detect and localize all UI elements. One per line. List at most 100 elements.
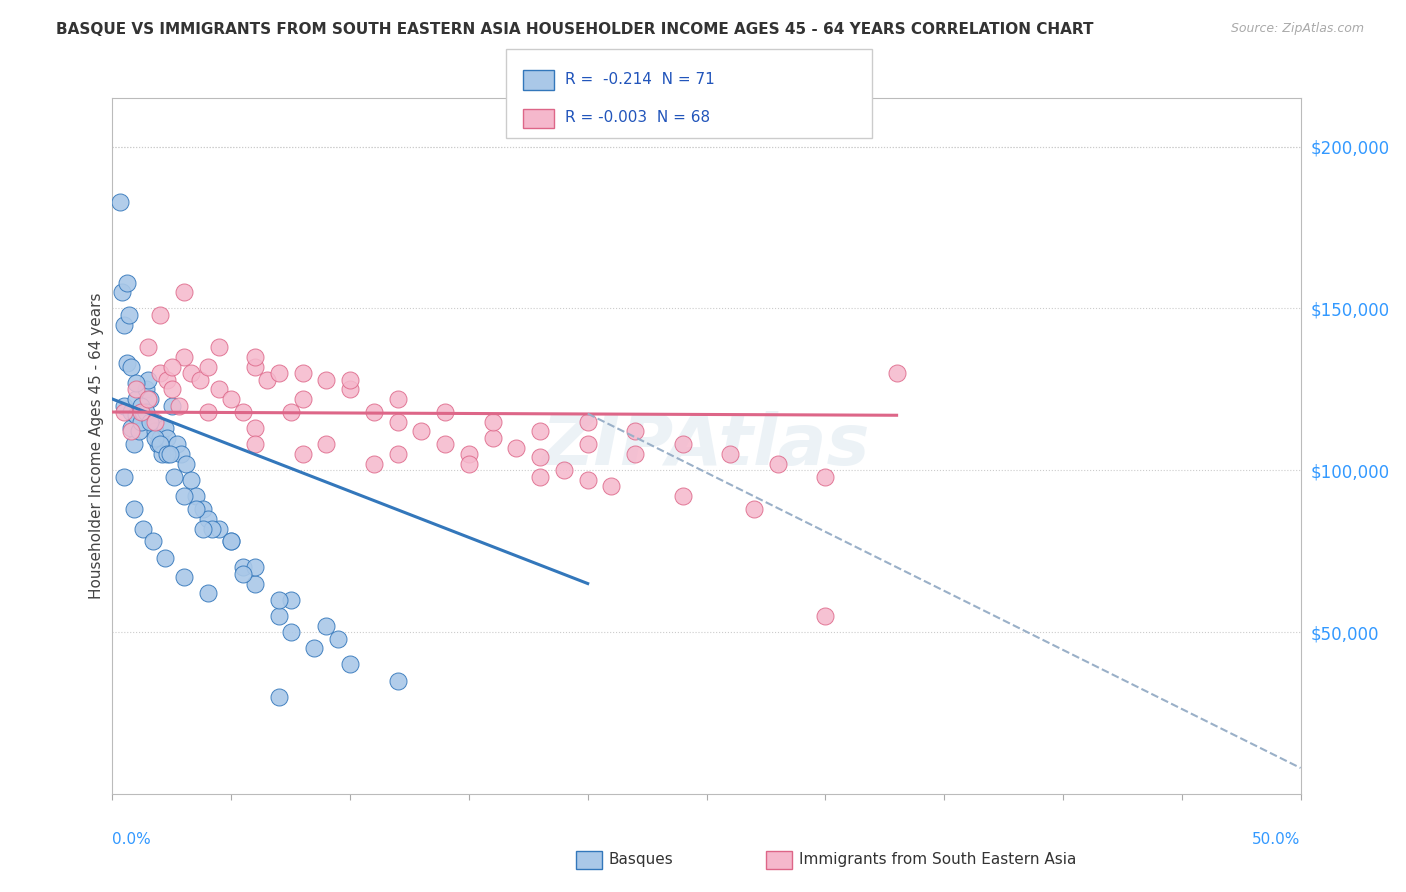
- Point: [129, 399, 152, 413]
- Point: [387, 447, 409, 461]
- Point: [149, 437, 172, 451]
- Point: [219, 534, 242, 549]
- Point: [160, 359, 183, 374]
- Point: [159, 447, 181, 461]
- Point: [149, 431, 172, 445]
- Point: [315, 618, 337, 632]
- Point: [190, 373, 212, 387]
- Point: [434, 437, 457, 451]
- Point: [363, 457, 385, 471]
- Point: [208, 340, 231, 354]
- Point: [208, 383, 231, 397]
- Point: [339, 383, 361, 397]
- Point: [170, 447, 193, 461]
- Point: [232, 405, 254, 419]
- Point: [132, 522, 155, 536]
- Point: [718, 447, 741, 461]
- Point: [624, 425, 647, 439]
- Point: [232, 560, 254, 574]
- Point: [267, 366, 290, 380]
- Point: [122, 502, 145, 516]
- Point: [458, 457, 481, 471]
- Text: ZIPAtlas: ZIPAtlas: [543, 411, 870, 481]
- Text: 50.0%: 50.0%: [1253, 832, 1301, 847]
- Text: R =  -0.214  N = 71: R = -0.214 N = 71: [565, 72, 716, 87]
- Point: [387, 415, 409, 429]
- Point: [136, 340, 159, 354]
- Point: [129, 405, 152, 419]
- Point: [167, 399, 190, 413]
- Point: [150, 447, 173, 461]
- Point: [112, 318, 135, 332]
- Point: [315, 373, 337, 387]
- Point: [125, 409, 148, 423]
- Point: [115, 276, 138, 290]
- Point: [529, 425, 551, 439]
- Point: [886, 366, 908, 380]
- Point: [280, 625, 302, 640]
- Point: [129, 415, 152, 429]
- Point: [256, 373, 278, 387]
- Point: [232, 566, 254, 581]
- Point: [118, 308, 141, 322]
- Y-axis label: Householder Income Ages 45 - 64 years: Householder Income Ages 45 - 64 years: [89, 293, 104, 599]
- Point: [243, 359, 266, 374]
- Point: [153, 421, 176, 435]
- Point: [149, 366, 172, 380]
- Point: [411, 425, 433, 439]
- Point: [553, 463, 575, 477]
- Point: [197, 405, 219, 419]
- Point: [112, 405, 135, 419]
- Point: [139, 392, 162, 406]
- Point: [156, 431, 179, 445]
- Point: [742, 502, 765, 516]
- Point: [339, 657, 361, 672]
- Point: [139, 415, 162, 429]
- Point: [173, 285, 195, 300]
- Point: [304, 641, 326, 656]
- Point: [125, 392, 148, 406]
- Point: [197, 512, 219, 526]
- Point: [156, 373, 179, 387]
- Point: [267, 608, 290, 623]
- Point: [125, 376, 148, 390]
- Point: [191, 502, 214, 516]
- Point: [434, 405, 457, 419]
- Point: [143, 415, 166, 429]
- Point: [291, 366, 314, 380]
- Point: [180, 366, 202, 380]
- Point: [576, 437, 599, 451]
- Point: [280, 405, 302, 419]
- Point: [219, 534, 242, 549]
- Point: [243, 437, 266, 451]
- Point: [339, 373, 361, 387]
- Point: [814, 608, 837, 623]
- Point: [173, 570, 195, 584]
- Point: [143, 425, 166, 439]
- Point: [458, 447, 481, 461]
- Point: [128, 425, 150, 439]
- Point: [243, 560, 266, 574]
- Point: [166, 437, 188, 451]
- Point: [576, 415, 599, 429]
- Point: [505, 441, 527, 455]
- Point: [160, 383, 183, 397]
- Point: [180, 473, 202, 487]
- Point: [481, 415, 503, 429]
- Point: [135, 383, 157, 397]
- Point: [267, 690, 290, 704]
- Point: [387, 392, 409, 406]
- Point: [146, 437, 169, 451]
- Point: [108, 194, 131, 209]
- Point: [219, 392, 242, 406]
- Point: [201, 522, 224, 536]
- Point: [184, 502, 207, 516]
- Point: [115, 356, 138, 370]
- Point: [291, 392, 314, 406]
- Point: [111, 285, 134, 300]
- Point: [174, 457, 197, 471]
- Point: [136, 373, 159, 387]
- Point: [135, 405, 157, 419]
- Point: [529, 469, 551, 483]
- Point: [814, 469, 837, 483]
